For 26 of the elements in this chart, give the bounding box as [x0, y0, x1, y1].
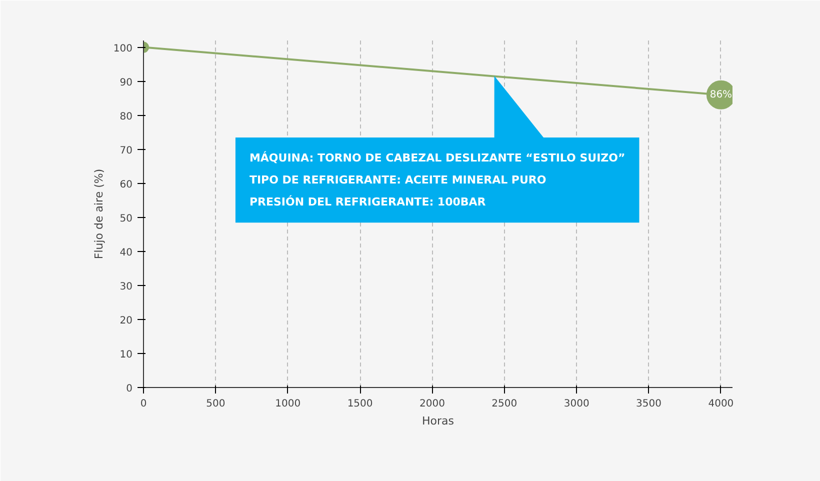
y-tick-label: 0 [126, 384, 133, 394]
x-tick-label: 2000 [420, 398, 445, 410]
y-tick-label: 30 [120, 281, 133, 292]
x-tick-label: 0 [140, 398, 147, 410]
y-tick-label: 60 [120, 179, 133, 190]
x-tick-label: 1500 [347, 398, 373, 410]
x-tick-label: 3500 [636, 398, 662, 410]
y-tick-label: 70 [120, 145, 133, 156]
x-tick-label: 3000 [564, 398, 590, 410]
annotation: PRESIÓN DEL REFRIGERANTE: 100BAR [249, 194, 486, 209]
y-tick-label: 40 [120, 247, 133, 258]
annotation: MÁQUINA: TORNO DE CABEZAL DESLIZANTE “ESTILO SUIZO” [249, 150, 626, 164]
x-axis-title: Horas [422, 414, 454, 428]
annotation: TIPO DE REFRIGERANTE: ACEITE MINERAL PURO [249, 174, 546, 187]
y-axis-title: Flujo de aire (%) [92, 168, 106, 260]
y-tick-label: 20 [120, 315, 133, 326]
x-tick-label: 500 [206, 398, 226, 410]
y-tick-label: 50 [120, 213, 133, 224]
y-tick-label: 80 [120, 111, 133, 122]
x-tick-label: 4000 [708, 398, 734, 410]
data-label: 86% [710, 89, 732, 100]
y-tick-label: 90 [120, 77, 133, 88]
y-tick-label: 10 [120, 349, 133, 360]
y-tick-label: 100 [113, 43, 133, 54]
x-tick-label: 2500 [492, 398, 518, 410]
x-tick-label: 1000 [275, 398, 301, 410]
